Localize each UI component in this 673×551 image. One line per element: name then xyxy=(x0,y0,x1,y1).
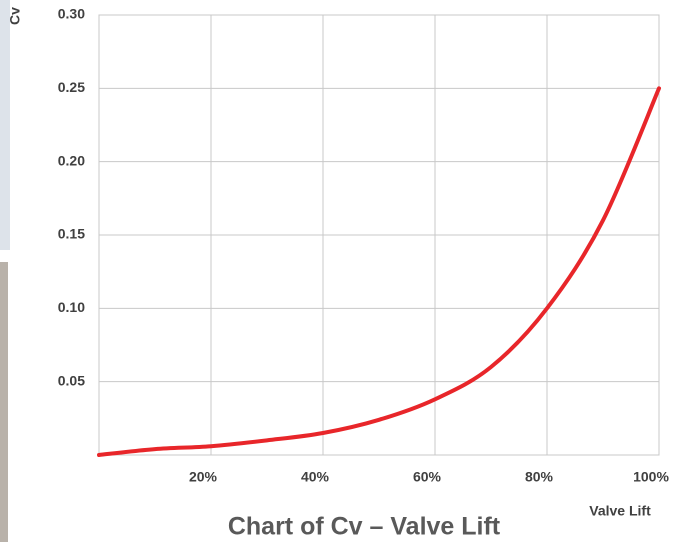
x-tick-label: 100% xyxy=(633,469,669,485)
side-panel xyxy=(0,0,10,250)
chart: Cv Valve Lift Chart of Cv – Valve Lift 0… xyxy=(0,0,673,551)
y-tick-label: 0.30 xyxy=(58,6,85,22)
x-axis-label: Valve Lift xyxy=(589,503,651,519)
side-panel xyxy=(0,262,8,542)
x-tick-label: 20% xyxy=(189,469,218,485)
chart-title: Chart of Cv – Valve Lift xyxy=(228,513,501,541)
line-series xyxy=(99,88,659,455)
y-tick-label: 0.20 xyxy=(58,152,85,168)
x-tick-label: 40% xyxy=(301,469,330,485)
x-tick-label: 80% xyxy=(525,469,554,485)
y-axis-label: Cv xyxy=(7,7,23,25)
y-tick-label: 0.05 xyxy=(58,372,85,388)
y-tick-label: 0.10 xyxy=(58,299,85,315)
y-tick-label: 0.25 xyxy=(58,79,85,95)
x-tick-label: 60% xyxy=(413,469,442,485)
y-tick-label: 0.15 xyxy=(58,226,85,242)
